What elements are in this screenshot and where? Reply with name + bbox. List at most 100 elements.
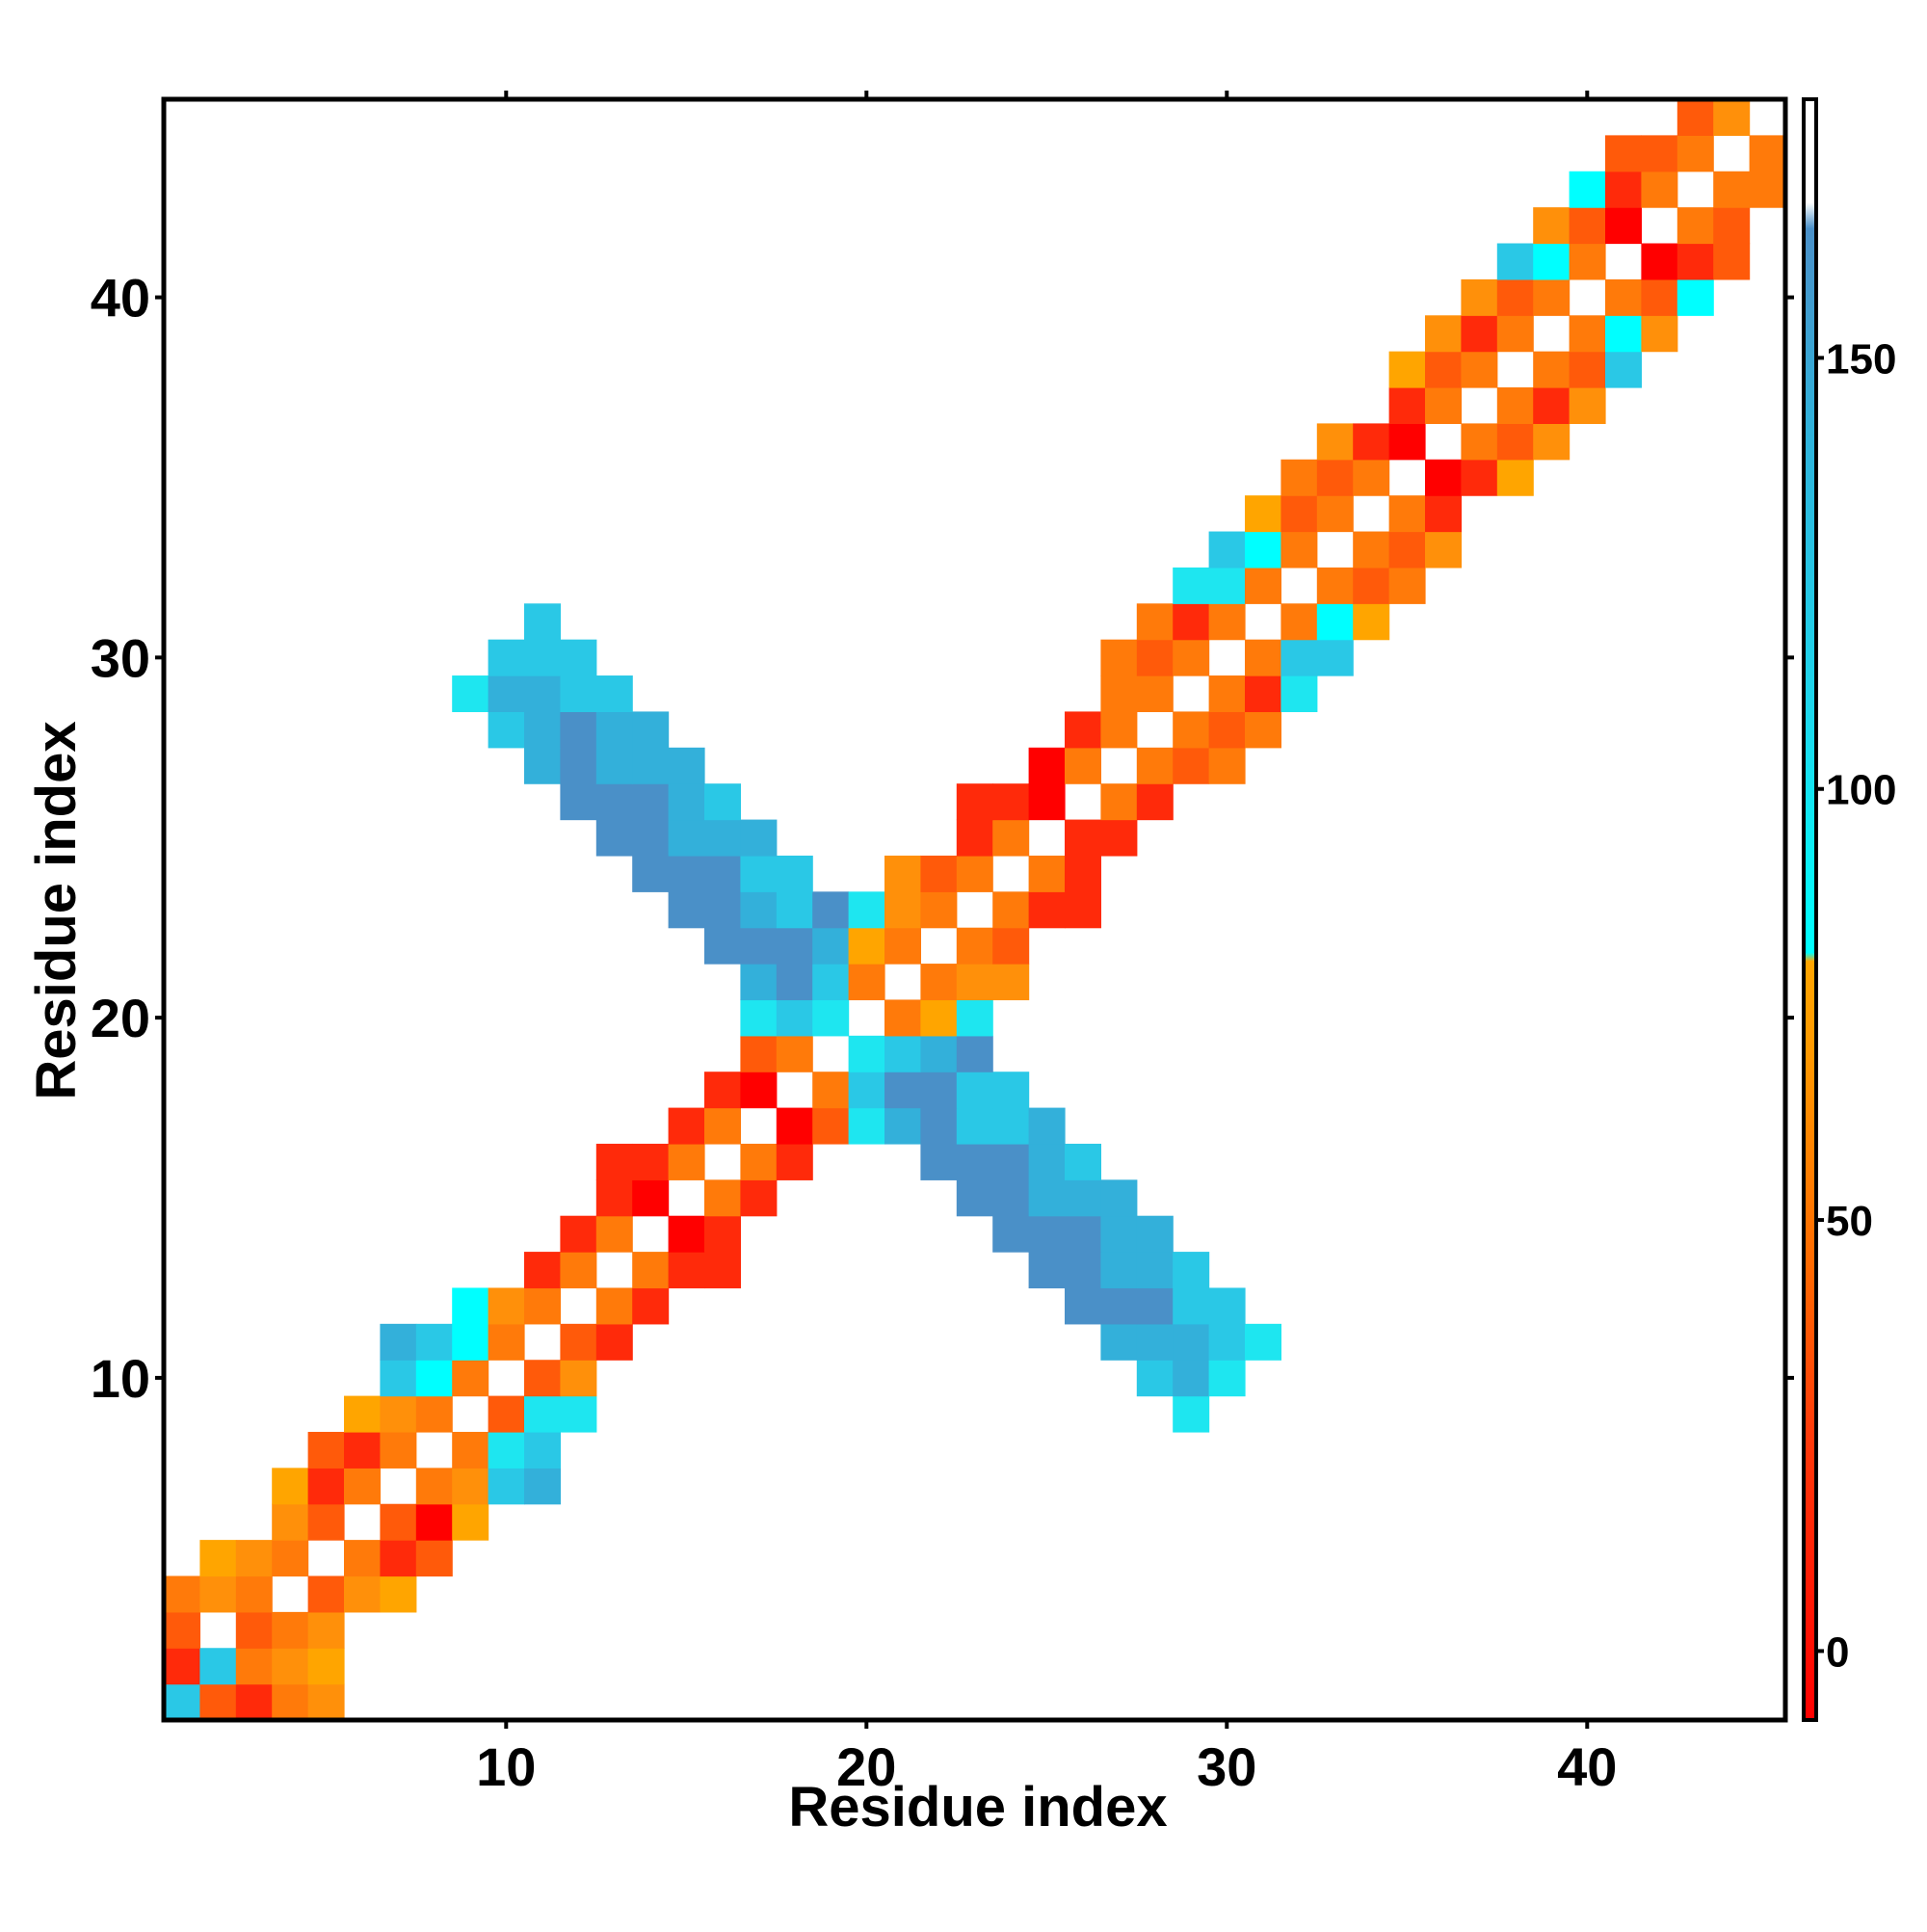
heatmap-cell — [560, 1360, 597, 1397]
heatmap-cell — [1208, 531, 1246, 569]
heatmap-cell — [595, 819, 633, 857]
heatmap-cell — [272, 1540, 309, 1577]
heatmap-cell — [1353, 603, 1390, 641]
heatmap-cell — [307, 1683, 345, 1721]
heatmap-cell — [199, 1540, 237, 1577]
heatmap-cell — [812, 1107, 850, 1145]
heatmap-cell — [1388, 567, 1426, 604]
heatmap-cell — [380, 1503, 417, 1541]
heatmap-cell — [1173, 567, 1210, 604]
heatmap-cell — [1245, 531, 1281, 569]
heatmap-cell — [740, 891, 778, 929]
heatmap-cell — [1749, 171, 1786, 208]
heatmap-cell — [344, 1395, 381, 1433]
heatmap-cell — [1136, 1252, 1174, 1289]
heatmap-cell — [956, 964, 993, 1001]
heatmap-cell — [488, 1323, 525, 1361]
heatmap-cell — [740, 964, 778, 1001]
heatmap-cell — [235, 1648, 273, 1685]
heatmap-cell — [668, 1107, 705, 1145]
heatmap-cell — [380, 1395, 417, 1433]
heatmap-cell — [920, 891, 958, 929]
heatmap-cell — [956, 1035, 993, 1072]
heatmap-cell — [1676, 135, 1714, 172]
heatmap-cell — [740, 927, 778, 965]
x-tick-label: 10 — [476, 1736, 536, 1797]
heatmap-cell — [812, 964, 850, 1001]
heatmap-cell — [1100, 711, 1138, 749]
colorbar-tick-label: 150 — [1826, 335, 1896, 383]
heatmap-cell — [668, 1143, 705, 1180]
colorbar-tick-label: 100 — [1826, 767, 1896, 814]
heatmap-cell — [560, 1323, 597, 1361]
heatmap-cell — [920, 1143, 958, 1180]
heatmap-cell — [740, 819, 778, 857]
heatmap-cell — [1605, 351, 1642, 388]
heatmap-cell — [848, 891, 885, 929]
heatmap-cell — [1676, 243, 1714, 280]
heatmap-cell — [956, 1072, 993, 1109]
heatmap-cell — [595, 783, 633, 821]
heatmap-cell — [1280, 495, 1318, 533]
heatmap-cell — [740, 1072, 778, 1109]
heatmap-cell — [884, 1107, 921, 1145]
heatmap-cell — [524, 1287, 561, 1325]
heatmap-cell — [415, 1468, 453, 1505]
heatmap-cell — [1496, 315, 1534, 353]
heatmap-cell — [992, 891, 1030, 929]
heatmap-cell — [1245, 675, 1281, 713]
heatmap-cell — [632, 1179, 670, 1217]
heatmap-cell — [488, 639, 525, 676]
heatmap-cell — [776, 999, 813, 1037]
heatmap-cell — [1100, 1179, 1138, 1217]
heatmap-cell — [164, 1683, 200, 1721]
heatmap-cell — [1280, 531, 1318, 569]
heatmap-cell — [920, 1072, 958, 1109]
heatmap-cell — [1461, 423, 1498, 461]
heatmap-cell — [704, 1215, 741, 1253]
x-tick-label: 20 — [836, 1736, 896, 1797]
heatmap-cell — [272, 1611, 309, 1649]
heatmap-cell — [848, 1107, 885, 1145]
heatmap-cell — [1388, 387, 1426, 424]
heatmap-cell — [1569, 315, 1606, 353]
heatmap-cell — [1461, 351, 1498, 388]
heatmap-cell — [1676, 278, 1714, 316]
heatmap-cell — [380, 1323, 417, 1361]
heatmap-cell — [1713, 171, 1751, 208]
heatmap-cell — [488, 1431, 525, 1469]
heatmap-cell — [1353, 459, 1390, 496]
heatmap-cell — [1425, 459, 1462, 496]
heatmap-cell — [1100, 1323, 1138, 1361]
heatmap-cell — [776, 1143, 813, 1180]
heatmap-cell — [1676, 207, 1714, 245]
heatmap-cell — [1136, 1215, 1174, 1253]
heatmap-cell — [776, 964, 813, 1001]
heatmap-cell — [1713, 243, 1751, 280]
heatmap-cell — [776, 927, 813, 965]
heatmap-cell — [380, 1431, 417, 1469]
heatmap-cell — [235, 1683, 273, 1721]
heatmap-cell — [1316, 423, 1354, 461]
heatmap-cell — [415, 1323, 453, 1361]
heatmap-cell — [884, 855, 921, 892]
heatmap-cell — [1173, 1360, 1210, 1397]
heatmap-cell — [415, 1360, 453, 1397]
heatmap-cell — [1173, 711, 1210, 749]
heatmap-cell — [452, 1360, 489, 1397]
heatmap-cell — [992, 1143, 1030, 1180]
heatmap-cell — [344, 1540, 381, 1577]
heatmap-cell — [488, 1468, 525, 1505]
heatmap-cell — [812, 1072, 850, 1109]
heatmap-cell — [415, 1395, 453, 1433]
heatmap-cell — [1605, 207, 1642, 245]
heatmap-cell — [1713, 99, 1751, 136]
x-tick-label: 40 — [1557, 1736, 1617, 1797]
heatmap-cell — [415, 1540, 453, 1577]
heatmap-cell — [560, 783, 597, 821]
heatmap-cell — [524, 675, 561, 713]
heatmap-cell — [1173, 747, 1210, 784]
heatmap-cell — [632, 1252, 670, 1289]
heatmap-cell — [199, 1575, 237, 1613]
heatmap-cell — [956, 1179, 993, 1217]
